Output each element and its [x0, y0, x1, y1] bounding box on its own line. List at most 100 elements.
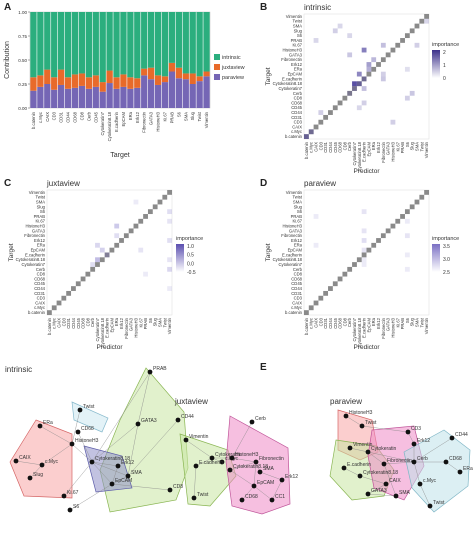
network-node-label: CD68 — [245, 494, 258, 500]
heatmap-row-label: PRAB — [291, 38, 303, 43]
heatmap-col-label: ERa — [371, 141, 376, 150]
heatmap-col-label: SMA — [414, 142, 419, 151]
heatmap-col-label: CD44 — [328, 141, 333, 152]
heatmap-col-label: Cytokeratin8.18 — [100, 317, 105, 347]
x-tick-label-a: CD3 — [52, 111, 57, 120]
heatmap-diag-cell — [104, 252, 110, 258]
heatmap-legend-title: importance — [176, 236, 203, 242]
x-tick-label-a: EpCAM — [121, 111, 126, 126]
bar-intrinsic — [175, 12, 183, 68]
heatmap-diag-cell — [328, 286, 333, 291]
network-node — [383, 481, 389, 487]
heatmap-col-label: HistoneH3 — [390, 141, 395, 161]
bar-juxtaview — [141, 68, 148, 76]
bar-paraview — [154, 84, 162, 108]
heatmap-diag-cell — [361, 252, 367, 258]
heatmap-diag-cell — [304, 310, 309, 315]
x-tick-label-a: HistoneH3 — [156, 111, 161, 131]
heatmap-col-label: PRAB — [143, 318, 148, 330]
heatmap-diag-cell — [80, 276, 86, 282]
heatmap-row-label: CD8 — [294, 272, 303, 277]
heatmap-col-label: Erk12 — [376, 141, 381, 153]
heatmap-row-label: E.cadherin — [282, 76, 303, 81]
bar-intrinsic — [30, 12, 37, 78]
heatmap-col-label: E.cadherin — [362, 141, 367, 162]
heatmap-cell — [337, 23, 343, 29]
bar-paraview — [120, 86, 127, 108]
network-node-label: HistoneH3 — [235, 452, 259, 458]
heatmap-col-label: ERa — [371, 317, 376, 326]
heatmap-cell — [114, 233, 120, 239]
heatmap-col-label: c.Myc — [309, 318, 314, 329]
heatmap-col-label: CD44 — [71, 317, 76, 328]
network-node — [89, 459, 95, 465]
heatmap-col-label: CD3 — [61, 317, 66, 326]
network-edge — [127, 423, 139, 477]
network-edge — [259, 471, 283, 481]
network-hull — [83, 445, 133, 493]
panel-label-b: B — [260, 2, 268, 13]
heatmap-col-label: CD68 — [338, 141, 343, 152]
x-tick-label-a: CD68 — [73, 111, 78, 122]
network-edge — [383, 463, 397, 497]
network-edge — [69, 483, 113, 511]
heatmap-cell — [356, 81, 362, 87]
network-edge — [71, 443, 93, 463]
network-edge — [361, 425, 409, 433]
network-node-label: Fibronectin — [387, 458, 412, 464]
network-node-label: SMA — [263, 466, 275, 472]
heatmap-diag-cell — [99, 257, 105, 263]
heatmap-row-label: Cytokeratin7 — [278, 262, 302, 267]
heatmap-col-label: Cytokeratin7 — [95, 317, 100, 341]
heatmap-cell — [380, 71, 386, 77]
heatmap-row-label: Fibronectin — [281, 233, 302, 238]
heatmap-row-label: Fibronectin — [281, 57, 302, 62]
x-tick-label-a: ERa — [128, 111, 133, 120]
bar-intrinsic — [71, 12, 79, 75]
heatmap-legend-title: importance — [432, 42, 459, 48]
heatmap-col-label: SMA — [157, 318, 162, 327]
heatmap-col-label: S6 — [405, 141, 410, 147]
legend-tick-label: 1 — [443, 63, 446, 69]
heatmap-cell — [361, 76, 367, 82]
heatmap-row-label: CD45 — [291, 281, 302, 286]
network-edge — [91, 371, 151, 463]
heatmap-col-label: EpCAM — [109, 317, 114, 332]
network-edge — [91, 461, 129, 477]
heatmap-diag-cell — [356, 257, 362, 263]
legend-tick-label: 3.5 — [443, 244, 450, 250]
bar-juxtaview — [57, 69, 65, 85]
network-edge — [349, 447, 369, 453]
heatmap-diag-cell — [366, 247, 372, 253]
heatmap-cell — [347, 33, 353, 39]
network-node-label: Slug — [33, 472, 43, 478]
heatmap-col-label: Cerb — [347, 141, 352, 151]
heatmap-col-label: E.cadherin — [105, 317, 110, 338]
network-node-label: E.cadherin — [347, 462, 371, 468]
heatmap-cell — [390, 119, 396, 125]
network-node-label: GATA3 — [141, 418, 157, 424]
heatmap-diag-cell — [143, 214, 148, 219]
network-node-label: CD44 — [455, 432, 468, 438]
heatmap-y-label: Target — [265, 67, 272, 85]
heatmap-col-label: CD31 — [323, 317, 328, 328]
legend-tick-label: 2 — [443, 50, 446, 56]
network-node-label: Twist — [433, 500, 445, 506]
heatmap-col-label: CAIX — [314, 142, 319, 152]
heatmap-col-label: CD31 — [66, 317, 71, 328]
bar-intrinsic — [64, 12, 72, 78]
bar-intrinsic — [147, 12, 155, 68]
bar-intrinsic — [92, 12, 99, 76]
heatmap-diag-cell — [147, 209, 153, 215]
network-node — [411, 441, 417, 447]
heatmap-diag-cell — [409, 28, 415, 34]
heatmap-y-label: Target — [265, 243, 272, 261]
heatmap-cell — [304, 134, 309, 139]
legend-swatch-a — [214, 74, 220, 80]
legend-tick-label: 3.0 — [443, 257, 450, 263]
network-edge — [193, 465, 197, 499]
network-node — [405, 429, 411, 435]
network-node-label: Erk12 — [121, 460, 134, 466]
heatmap-col-label: Fibronectin — [381, 141, 386, 162]
y-tick-label-a: 0.50 — [18, 58, 27, 63]
